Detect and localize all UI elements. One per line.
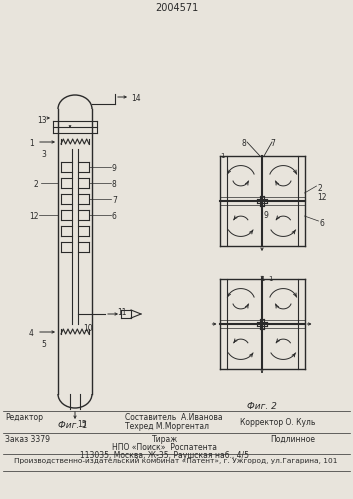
Text: 9: 9 [263,211,268,220]
Text: 11: 11 [117,308,126,317]
Text: 8: 8 [112,180,117,189]
Text: 7: 7 [270,139,275,148]
Text: 1: 1 [29,139,34,148]
Text: Тираж: Тираж [152,435,178,444]
Text: 13: 13 [37,116,47,125]
Text: 15: 15 [77,420,86,429]
Text: Корректор О. Куль: Корректор О. Куль [240,418,315,427]
Text: 9: 9 [112,164,117,173]
Text: Редактор: Редактор [5,413,43,422]
Text: 113035, Москва, Ж-35, Раушская наб., 4/5: 113035, Москва, Ж-35, Раушская наб., 4/5 [80,451,250,460]
Text: 1: 1 [221,153,225,159]
Text: 2004571: 2004571 [155,3,198,13]
Text: 6: 6 [112,212,117,221]
Text: НПО «Поиск»  Роспатента: НПО «Поиск» Роспатента [113,443,217,452]
Text: Производственно-издательский комбинат «Патент», г. Ужгород, ул.Гагарина, 101: Производственно-издательский комбинат «П… [14,457,338,464]
Text: 7: 7 [112,196,117,205]
Text: 2: 2 [33,180,38,189]
Text: Подлинное: Подлинное [270,435,315,444]
Text: 5: 5 [41,340,46,349]
Text: 8: 8 [242,139,247,148]
Text: 2: 2 [317,184,322,193]
Text: Фиг. 1: Фиг. 1 [58,421,88,430]
Text: Заказ 3379: Заказ 3379 [5,435,50,444]
Text: 6: 6 [319,219,324,228]
Text: 1: 1 [268,276,273,282]
Text: 3: 3 [41,150,46,159]
Text: Фиг. 2: Фиг. 2 [247,402,277,411]
Text: Техред М.Моргентал: Техред М.Моргентал [125,422,209,431]
Text: 14: 14 [131,94,140,103]
Text: 12: 12 [317,193,327,202]
Text: 4: 4 [29,329,34,338]
Text: Составитель  А.Иванова: Составитель А.Иванова [125,413,223,422]
Text: 12: 12 [29,212,38,221]
Text: 10: 10 [83,324,92,333]
Text: 1: 1 [260,276,264,282]
